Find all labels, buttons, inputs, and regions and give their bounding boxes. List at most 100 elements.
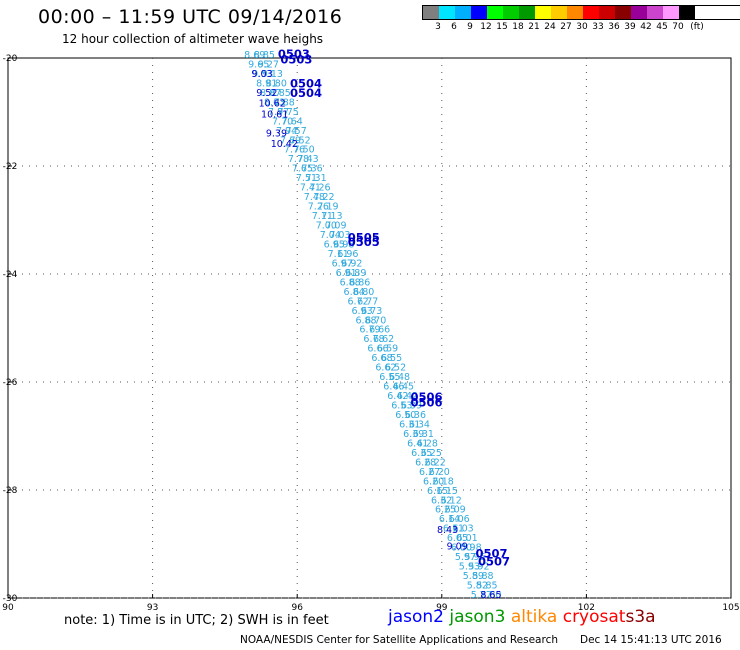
swh-point: 6.12 (441, 495, 462, 506)
swh-point: 7.22 (313, 192, 334, 203)
legend-swatch (471, 6, 487, 19)
swh-point: 9.53 (252, 69, 273, 80)
legend-swatch (503, 6, 519, 19)
legend-tick-label: 18 (512, 22, 524, 32)
swh-point: 6.89 (345, 268, 366, 279)
legend-swatch (631, 6, 647, 19)
swh-point: 6.50 (395, 410, 416, 421)
sat-jason3: jason3 (449, 607, 506, 627)
sat-s3a: s3a (625, 607, 656, 627)
legend-tick-label: 9 (467, 22, 473, 32)
swh-point: 5.82 (467, 581, 488, 592)
legend-tick-label: 6 (451, 22, 457, 32)
swh-point: 6.00 (451, 543, 472, 554)
swh-point: 6.68 (371, 353, 392, 364)
swh-point: 5.97 (455, 552, 476, 563)
plot-frame (7, 57, 732, 599)
swh-point: 7.03 (329, 230, 350, 241)
swh-point: 5.95 (464, 552, 485, 563)
swh-point-dark: 10.61 (261, 109, 288, 120)
lon-tick-label: 96 (291, 603, 303, 613)
swh-point: 6.41 (407, 438, 428, 449)
credit-line: NOAA/NESDIS Center for Satellite Applica… (240, 634, 558, 646)
swh-point: 7.13 (321, 211, 342, 222)
swh-point: 7.69 (280, 135, 301, 146)
swh-point: 5.77 (471, 590, 492, 601)
swh-point: 6.92 (341, 258, 362, 269)
legend-tick-label: 45 (656, 22, 668, 32)
swh-point: 6.27 (419, 467, 440, 478)
track-time-label: 0505 (348, 235, 380, 249)
swh-point: 5.88 (472, 571, 493, 582)
legend-tick-label: 39 (624, 22, 636, 32)
swh-point: 6.93 (351, 306, 372, 317)
swh-point-dark: 10.42 (271, 139, 298, 150)
swh-point: 6.70 (365, 315, 386, 326)
swh-point-dark: 9.39 (266, 128, 287, 139)
swh-point: 7.78 (288, 154, 309, 165)
swh-point: 7.04 (320, 230, 341, 241)
swh-point: 6.28 (415, 457, 436, 468)
legend-swatch (615, 6, 631, 19)
swh-point: 7.41 (300, 183, 321, 194)
swh-point: 6.32 (431, 495, 452, 506)
legend-swatch (439, 6, 455, 19)
swh-point: 6.31 (399, 419, 420, 430)
swh-point: 7.48 (304, 192, 325, 203)
lon-tick-label: 102 (578, 603, 595, 613)
swh-point: 6.53 (391, 401, 412, 412)
satellite-legend: jason2 jason3 altika cryosats3a (388, 607, 656, 627)
track-time-label: 0504 (290, 86, 322, 100)
swh-point: 7.50 (294, 145, 315, 156)
swh-point: 7.11 (328, 249, 349, 260)
swh-point: 6.84 (344, 287, 365, 298)
swh-point: 7.76 (284, 145, 305, 156)
swh-point: 8.85 (254, 50, 275, 61)
swh-point: 8.85 (270, 88, 291, 99)
swh-point-dark: 9.03 (251, 69, 272, 80)
swh-point: 5.92 (468, 562, 489, 573)
legend-swatch (663, 6, 679, 19)
swh-point: 6.01 (457, 533, 478, 544)
swh-point-dark: 9.52 (256, 88, 277, 99)
swh-point-dark: 8.65 (480, 590, 501, 601)
swh-point: 7.26 (309, 183, 330, 194)
color-legend: 3 6 9 12 15 18 21 24 27 30 33 36 39 42 45 70 (ft) (422, 5, 740, 34)
track-time-label: 0503 (280, 52, 312, 66)
legend-swatch (599, 6, 615, 19)
swh-point: 7.09 (325, 221, 346, 232)
swh-point: 6.35 (411, 448, 432, 459)
swh-point: 7.64 (282, 116, 303, 127)
swh-point: 7.75 (278, 107, 299, 118)
sat-altika: altika (510, 607, 558, 627)
swh-point: 6.34 (409, 419, 430, 430)
swh-point: 5.89 (463, 571, 484, 582)
lat-tick-label: -24 (3, 270, 18, 280)
track-time-label: 0505 (348, 231, 380, 245)
swh-point: 6.09 (445, 505, 466, 516)
legend-tick-label: 30 (576, 22, 588, 32)
legend-swatch (423, 6, 439, 19)
swh-point: 6.20 (423, 476, 444, 487)
swh-point: 7.00 (316, 221, 337, 232)
swh-point: 7.70 (272, 116, 293, 127)
swh-point: 6.88 (355, 315, 376, 326)
swh-point-dark: 8.43 (437, 525, 458, 536)
track-time-label: 0504 (290, 77, 322, 91)
swh-point: 6.66 (367, 344, 388, 355)
swh-point: 6.52 (385, 363, 406, 374)
swh-point: 6.42 (397, 391, 418, 402)
legend-tick-label: 36 (608, 22, 620, 32)
swh-point: 6.97 (332, 258, 353, 269)
swh-point: 6.11 (443, 524, 464, 535)
swh-point: 7.94 (276, 126, 297, 137)
swh-point: 8.87 (260, 88, 281, 99)
lon-tick-label: 90 (2, 603, 14, 613)
swh-point: 6.45 (393, 382, 414, 393)
swh-point: 6.55 (381, 353, 402, 364)
legend-tick-label: 15 (496, 22, 508, 32)
swh-point: 9.65 (248, 59, 269, 70)
swh-point: 6.15 (437, 486, 458, 497)
swh-point: 6.66 (369, 325, 390, 336)
swh-point: 6.55 (379, 372, 400, 383)
